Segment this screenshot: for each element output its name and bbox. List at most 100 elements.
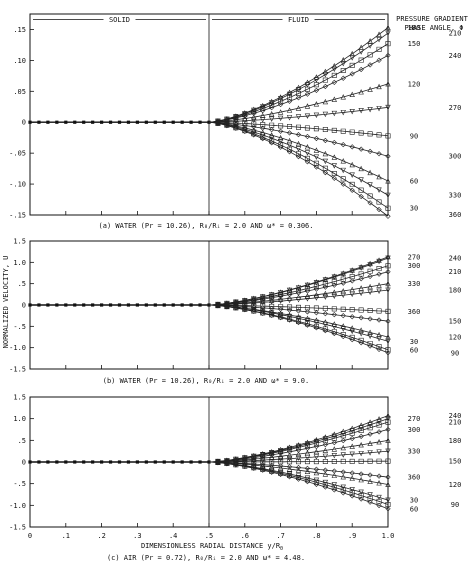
series-point-180 [340, 57, 346, 63]
series-point-90 [385, 501, 391, 507]
series-point-90 [251, 121, 257, 127]
series-point-300 [251, 124, 257, 130]
series-point-240 [358, 265, 364, 271]
x-tick-label: .9 [348, 532, 356, 540]
series-point-330 [322, 290, 329, 297]
series-point-60 [385, 506, 391, 512]
series-point-60 [260, 467, 266, 473]
series-point-360 [376, 308, 382, 314]
solid-data-point [46, 460, 50, 464]
x-tick-label: .5 [205, 532, 213, 540]
phase-label-270: 270 [408, 253, 421, 261]
phase-label-180: 180 [408, 24, 421, 32]
series-point-240 [322, 83, 328, 90]
series-point-150 [278, 459, 284, 465]
series-point-330 [304, 293, 311, 299]
series-point-330 [251, 458, 257, 464]
series-point-60 [295, 476, 302, 482]
series-point-90 [358, 340, 364, 346]
y-tick-label: 1.0 [13, 415, 26, 423]
series-point-180 [331, 446, 337, 452]
series-point-150 [304, 459, 310, 465]
series-point-210 [376, 37, 382, 43]
series-line-210 [208, 32, 389, 123]
series-line-360 [209, 304, 389, 312]
series-point-330 [286, 456, 293, 462]
series-point-150 [287, 459, 293, 465]
series-point-240 [242, 113, 248, 119]
series-point-330 [242, 126, 248, 133]
solid-data-point [198, 460, 202, 464]
series-point-330 [376, 187, 382, 193]
series-point-180 [322, 294, 329, 300]
y-tick-label: 1.5 [13, 238, 26, 246]
solid-data-point [198, 120, 202, 124]
series-point-150 [358, 315, 364, 321]
y-tick-label: .05 [13, 88, 26, 96]
chart-panel-a: .15 .10 .05 0 -.05 -.10 -.15 SOLID FLUID 180 210 15… [9, 13, 462, 230]
series-point-30 [304, 475, 311, 481]
series-point-360 [313, 466, 320, 472]
series-point-360 [358, 471, 364, 477]
series-line-210 [208, 421, 389, 463]
series-point-240 [385, 412, 391, 419]
series-point-270 [349, 108, 355, 115]
series-point-240 [269, 105, 275, 111]
series-point-30 [260, 308, 266, 315]
series-point-120 [349, 325, 355, 331]
series-point-60 [322, 150, 329, 157]
series-point-90 [313, 126, 319, 132]
series-point-150 [251, 109, 257, 115]
series-point-180 [268, 299, 275, 305]
solid-data-point [189, 120, 193, 124]
series-point-30 [224, 122, 230, 128]
series-point-240 [313, 87, 320, 94]
series-point-270 [367, 260, 373, 267]
series-line-60 [208, 121, 389, 182]
series-point-210 [251, 107, 257, 114]
series-point-330 [349, 172, 355, 178]
series-line-210 [208, 271, 389, 306]
series-point-270 [224, 119, 230, 125]
series-point-240 [304, 282, 311, 289]
series-point-60 [277, 134, 284, 141]
series-point-90 [304, 125, 310, 131]
series-point-330 [349, 451, 355, 458]
solid-data-point [189, 303, 193, 307]
series-line-150 [209, 460, 389, 463]
series-line-90 [208, 121, 389, 137]
series-point-120 [340, 323, 346, 329]
series-point-300 [331, 279, 337, 285]
series-point-120 [277, 109, 284, 115]
series-point-180 [322, 68, 329, 75]
series-point-210 [269, 295, 275, 301]
series-point-300 [278, 292, 284, 298]
series-point-30 [304, 155, 310, 161]
series-point-60 [304, 144, 311, 150]
series-point-210 [277, 293, 284, 299]
series-point-300 [358, 433, 364, 439]
phase-label-300: 300 [449, 153, 462, 161]
series-line-120 [208, 461, 389, 485]
y-tick-label: -1.0 [9, 344, 26, 352]
phase-label-210: 210 [449, 419, 462, 427]
series-point-330 [295, 455, 302, 461]
series-point-30 [340, 176, 346, 182]
series-point-240 [331, 274, 337, 280]
series-point-150 [367, 316, 373, 322]
series-point-120 [340, 473, 346, 480]
series-point-30 [385, 205, 391, 211]
y-tick-label: -.5 [13, 323, 26, 331]
solid-data-point [126, 460, 131, 464]
series-point-120 [331, 96, 337, 102]
series-point-360 [376, 473, 382, 479]
series-point-90 [269, 122, 275, 128]
series-point-360 [349, 470, 355, 476]
series-point-30 [331, 170, 337, 176]
series-point-330 [313, 291, 320, 298]
series-point-240 [340, 271, 346, 277]
series-point-60 [349, 493, 355, 499]
series-point-330 [376, 449, 382, 455]
series-point-210 [295, 87, 302, 93]
series-point-270 [376, 257, 382, 263]
